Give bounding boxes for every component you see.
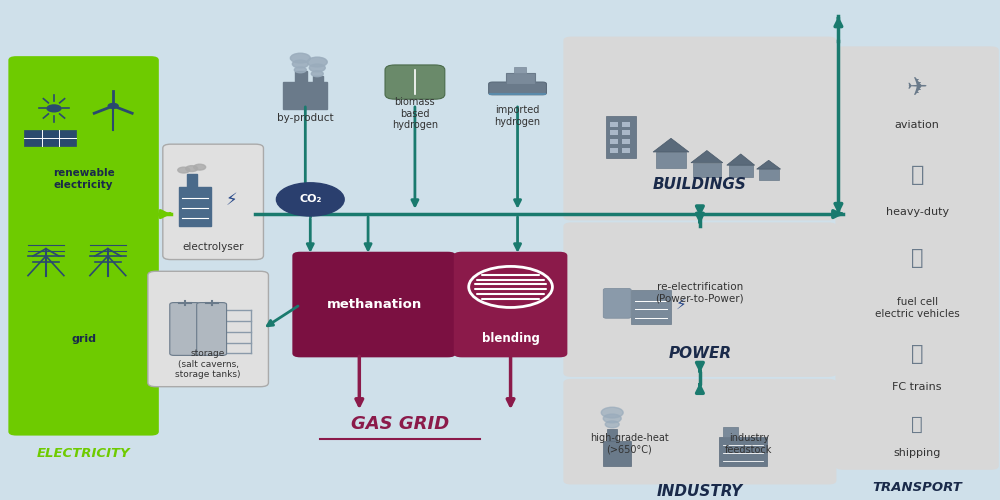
Circle shape [603,414,621,423]
Bar [693,162,721,178]
Text: industry
feedstock: industry feedstock [725,433,772,454]
Circle shape [47,105,61,112]
Bar [606,116,636,158]
Bar [295,72,307,82]
Text: methanation: methanation [326,298,422,311]
Text: ⚡: ⚡ [676,297,686,312]
Text: biomass
based
hydrogen: biomass based hydrogen [392,97,438,130]
FancyBboxPatch shape [563,222,836,377]
Circle shape [601,407,623,418]
Text: aviation: aviation [895,120,940,130]
Text: heavy-duty: heavy-duty [886,208,949,218]
Text: grid: grid [71,334,96,344]
Text: POWER: POWER [668,346,731,362]
FancyBboxPatch shape [197,302,227,356]
Text: GAS GRID: GAS GRID [351,416,449,434]
Text: CO₂: CO₂ [299,194,321,204]
Bar [719,436,767,466]
Bar [631,290,671,324]
Bar [610,122,618,126]
FancyBboxPatch shape [563,379,836,484]
Text: 🚆: 🚆 [911,344,923,363]
FancyBboxPatch shape [489,82,546,95]
Text: blending: blending [482,332,540,345]
FancyBboxPatch shape [170,302,200,356]
Bar [187,174,197,187]
Bar [610,130,618,136]
FancyBboxPatch shape [454,252,567,358]
Bar [179,187,211,226]
Circle shape [294,67,306,73]
Circle shape [307,57,327,67]
Circle shape [276,183,344,216]
Polygon shape [653,138,689,152]
FancyBboxPatch shape [385,65,445,99]
Text: fuel cell
electric vehicles: fuel cell electric vehicles [875,297,959,319]
Circle shape [186,166,198,172]
Text: ELECTRICITY: ELECTRICITY [37,447,130,460]
FancyBboxPatch shape [148,272,268,386]
Circle shape [309,64,325,72]
Circle shape [194,164,206,170]
Bar [729,165,753,177]
Circle shape [178,167,190,173]
Text: imported
hydrogen: imported hydrogen [494,105,541,126]
Circle shape [292,60,308,68]
Bar [723,427,738,436]
Text: high-grade-heat
(>650°C): high-grade-heat (>650°C) [590,433,669,454]
FancyBboxPatch shape [563,36,836,220]
Bar [622,148,630,153]
Circle shape [605,421,619,428]
Text: by-product: by-product [277,113,334,123]
Bar [610,140,618,144]
Bar [514,68,526,73]
FancyBboxPatch shape [292,252,456,358]
Text: renewable
electricity: renewable electricity [53,168,114,190]
Text: ⛴: ⛴ [911,415,923,434]
FancyBboxPatch shape [163,144,263,260]
Text: ✈: ✈ [907,76,928,100]
Text: 🚗: 🚗 [911,248,923,268]
Polygon shape [691,150,723,162]
Text: ⚡: ⚡ [226,190,238,208]
Text: re-electrification
(Power-to-Power): re-electrification (Power-to-Power) [656,282,744,303]
FancyBboxPatch shape [603,288,631,318]
Bar [24,130,76,146]
Text: BUILDINGS: BUILDINGS [653,178,747,192]
Bar [607,429,617,442]
Text: FC trains: FC trains [892,382,942,392]
Circle shape [311,71,323,76]
Bar [622,122,630,126]
Polygon shape [757,160,781,169]
Circle shape [108,104,118,108]
Bar [506,74,535,84]
Bar [283,82,327,109]
Circle shape [290,53,310,63]
Text: shipping: shipping [893,448,941,458]
Bar [656,152,686,168]
Bar [622,130,630,136]
Bar [622,140,630,144]
Text: INDUSTRY: INDUSTRY [657,484,743,499]
Bar [759,169,779,180]
Bar [313,76,323,84]
FancyBboxPatch shape [8,56,159,436]
Text: 🚚: 🚚 [910,165,924,185]
Polygon shape [727,154,755,165]
Bar [610,148,618,153]
Text: electrolyser: electrolyser [182,242,244,252]
Text: storage
(salt caverns,
storage tanks): storage (salt caverns, storage tanks) [175,350,241,379]
Bar [603,442,631,466]
Text: TRANSPORT: TRANSPORT [872,482,962,494]
FancyBboxPatch shape [835,46,999,470]
